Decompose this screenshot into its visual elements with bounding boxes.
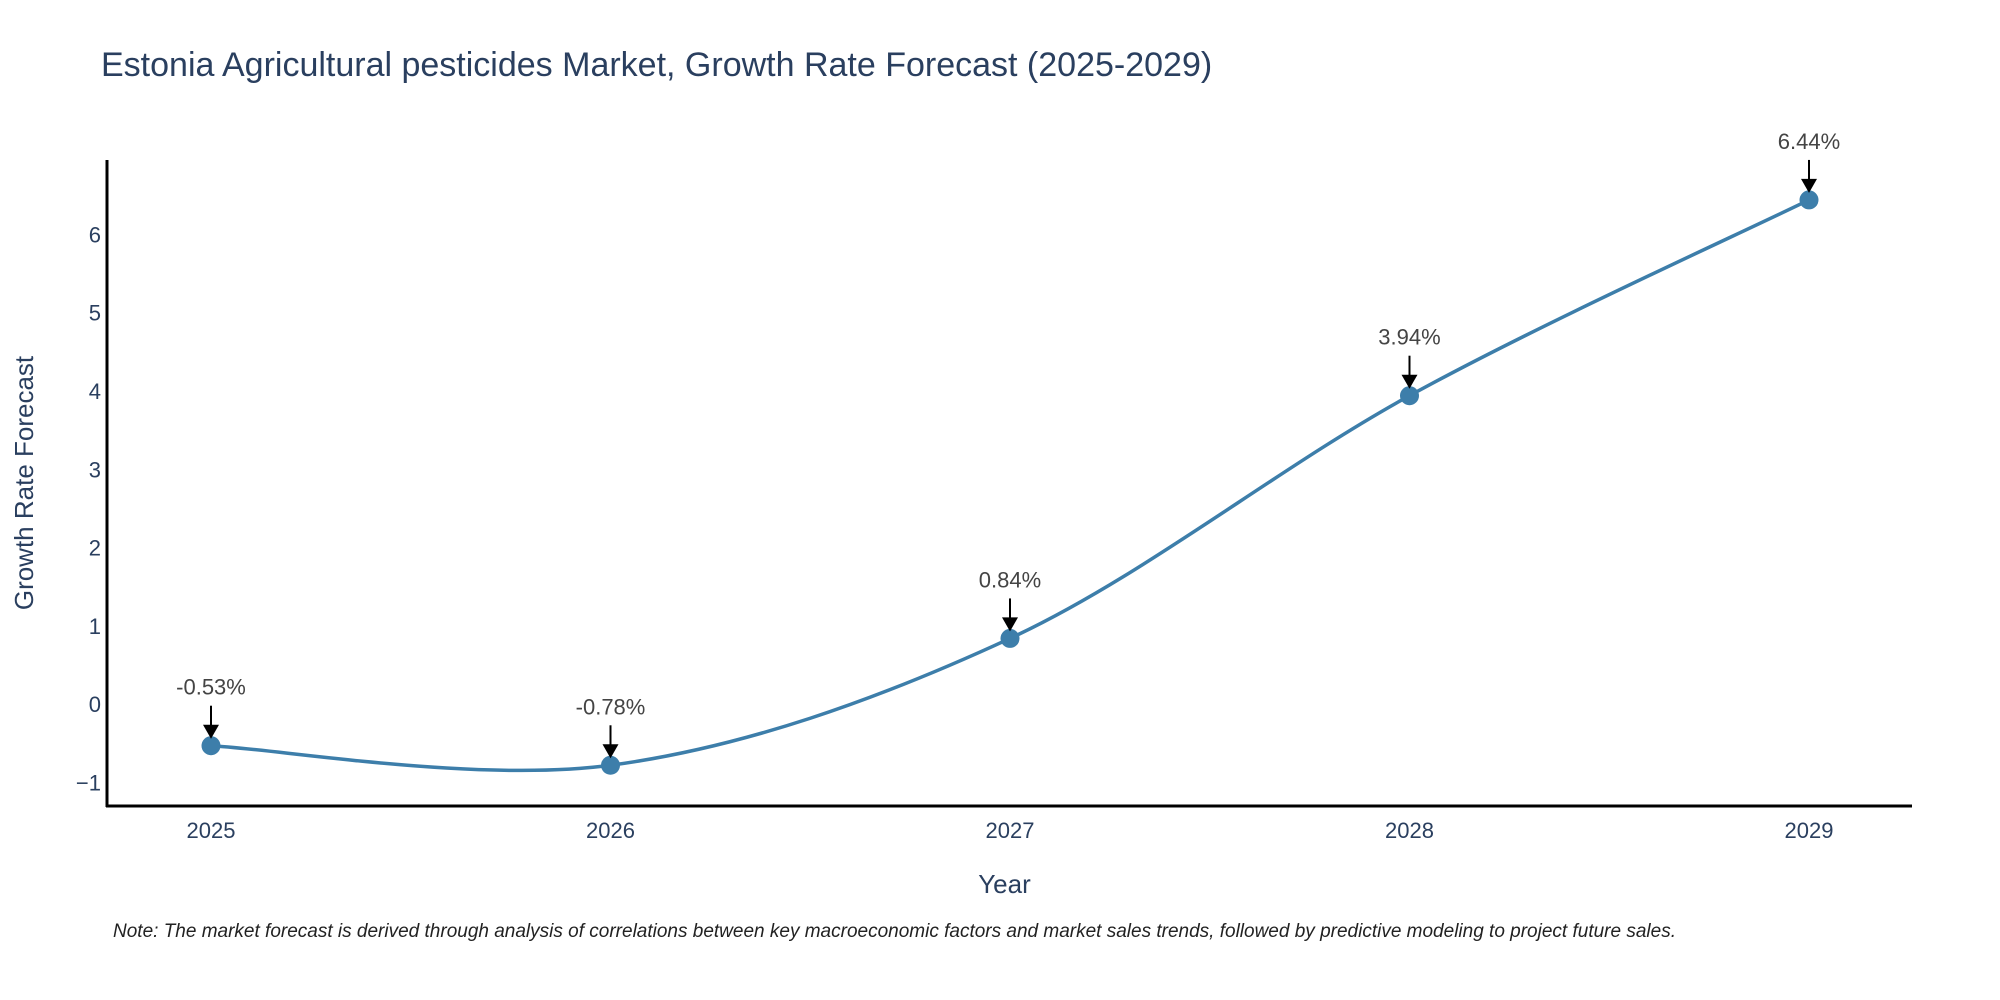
y-tick-label: 6: [89, 222, 101, 247]
x-tick-label: 2029: [1785, 818, 1834, 843]
x-tick-label: 2025: [187, 818, 236, 843]
x-tick-label: 2026: [586, 818, 635, 843]
data-label: 0.84%: [979, 567, 1041, 592]
data-point: [601, 755, 620, 775]
data-point: [1000, 628, 1020, 648]
data-labels: -0.53% -0.78% 0.84% 3.94% 6.44%: [176, 129, 1840, 759]
y-tick-label: 2: [89, 536, 101, 561]
annotation-arrow-head: [1401, 374, 1418, 389]
data-point: [201, 736, 221, 756]
data-label: -0.78%: [576, 694, 646, 719]
footnote: Note: The market forecast is derived thr…: [113, 921, 1676, 942]
y-tick-label: 3: [89, 457, 101, 482]
annotation-arrow-head: [1002, 617, 1018, 632]
annotation-arrow-head: [1801, 178, 1817, 193]
x-tick-label: 2027: [986, 818, 1035, 843]
annotation-arrow-head: [203, 724, 219, 739]
y-tick-label: −1: [76, 771, 101, 796]
series-line: [210, 198, 1810, 773]
x-axis-title: Year: [978, 869, 1031, 899]
y-tick-label: 4: [89, 379, 101, 404]
y-axis-title: Growth Rate Forecast: [9, 355, 39, 610]
y-tick-label: 1: [89, 614, 101, 639]
y-tick-label: 0: [89, 692, 101, 717]
data-label: -0.53%: [176, 675, 246, 700]
data-label: 3.94%: [1378, 325, 1440, 350]
series-markers: [201, 190, 1819, 775]
chart-title: Estonia Agricultural pesticides Market, …: [101, 46, 1213, 84]
data-point: [1799, 190, 1819, 210]
x-axis: 2025 2026 2027 2028 2029: [106, 804, 1912, 843]
annotation-arrow-head: [602, 744, 619, 759]
y-axis: −1 0 1 2 3 4 5 6: [76, 160, 109, 807]
data-label: 6.44%: [1778, 129, 1840, 154]
data-point: [1400, 386, 1419, 406]
x-tick-label: 2028: [1385, 818, 1434, 843]
y-tick-label: 5: [89, 301, 101, 326]
